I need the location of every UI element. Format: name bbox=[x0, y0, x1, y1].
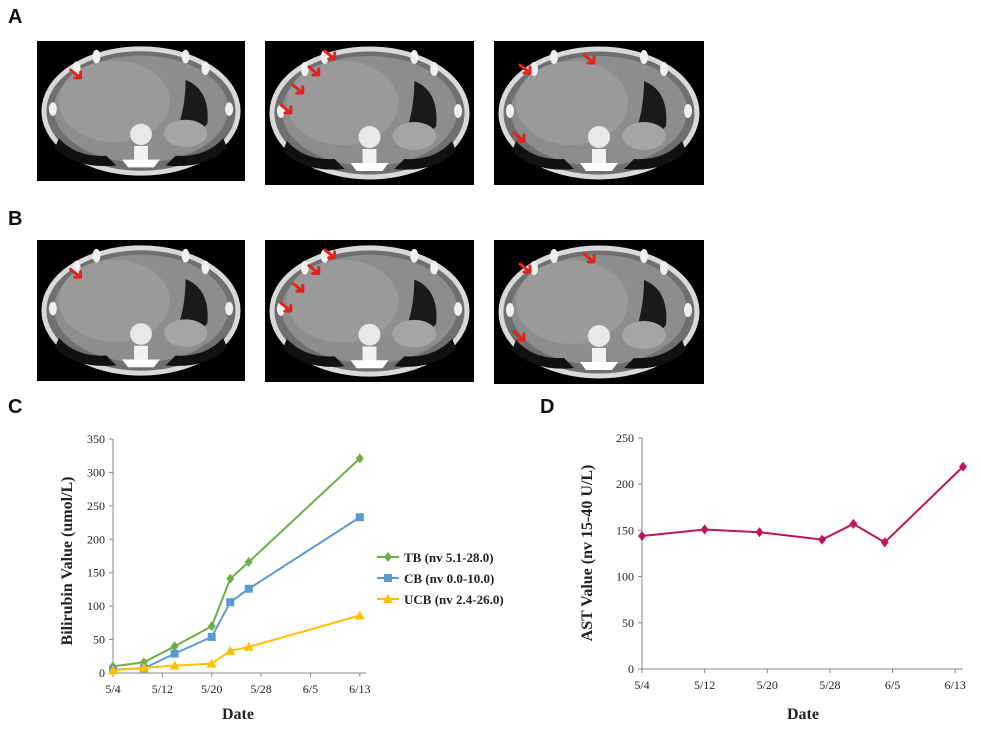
bilirubin-y-tick-label: 350 bbox=[87, 432, 105, 446]
red-arrow-icon bbox=[323, 248, 337, 260]
bilirubin-data-point bbox=[244, 584, 253, 593]
ct-scan-a2 bbox=[265, 41, 474, 185]
bilirubin-x-tick-label: 5/20 bbox=[201, 682, 222, 696]
bilirubin-data-point bbox=[244, 557, 253, 568]
ast-data-point bbox=[880, 537, 889, 548]
ast-data-point bbox=[700, 524, 709, 535]
bilirubin-series-line bbox=[112, 516, 361, 671]
red-arrow-icon bbox=[291, 83, 305, 95]
ct-scan-b1 bbox=[37, 240, 245, 381]
bilirubin-x-tick-label: 5/4 bbox=[105, 682, 120, 696]
red-arrow-icon bbox=[323, 49, 337, 61]
bilirubin-data-point bbox=[207, 632, 216, 641]
bilirubin-y-axis-label: Bilirubin Value (umol/L) bbox=[59, 477, 76, 646]
bilirubin-data-point bbox=[355, 513, 364, 522]
legend-label: TB (nv 5.1-28.0) bbox=[404, 550, 494, 565]
bilirubin-x-tick-label: 6/13 bbox=[349, 682, 370, 696]
bilirubin-data-point bbox=[170, 649, 179, 658]
ct-scan-b2 bbox=[265, 240, 474, 382]
bilirubin-data-point bbox=[243, 641, 254, 651]
bilirubin-y-tick-label: 100 bbox=[87, 599, 105, 613]
ast-y-tick-label: 0 bbox=[628, 662, 634, 676]
red-arrow-icon bbox=[279, 301, 293, 313]
panel-label-b: B bbox=[8, 208, 23, 230]
ast-chart: AST Value (nv 15-40 U/L) Date 0 50 100 150 2… bbox=[579, 431, 967, 723]
red-arrow-icon bbox=[582, 252, 596, 264]
red-arrow-icon bbox=[307, 65, 321, 77]
panel-label-d: D bbox=[540, 396, 555, 418]
legend-marker bbox=[384, 552, 392, 562]
bilirubin-data-point bbox=[355, 453, 364, 464]
bilirubin-data-point bbox=[226, 598, 235, 607]
ct-scan-a3 bbox=[494, 41, 704, 185]
ast-y-axis-label: AST Value (nv 15-40 U/L) bbox=[579, 465, 596, 642]
legend-label: UCB (nv 2.4-26.0) bbox=[404, 592, 504, 607]
bilirubin-data-point bbox=[207, 621, 216, 632]
ast-data-point bbox=[849, 518, 858, 529]
ast-x-tick-label: 5/4 bbox=[634, 678, 649, 692]
bilirubin-data-point bbox=[206, 658, 217, 668]
legend-marker bbox=[383, 594, 393, 603]
red-arrow-icon bbox=[307, 264, 321, 276]
bilirubin-y-tick-label: 150 bbox=[87, 566, 105, 580]
ast-data-point bbox=[959, 461, 967, 472]
bilirubin-data-point bbox=[170, 641, 179, 652]
legend-marker bbox=[384, 574, 392, 582]
red-arrow-icon bbox=[69, 267, 83, 279]
bilirubin-data-point bbox=[354, 610, 365, 620]
bilirubin-x-tick-label: 5/12 bbox=[152, 682, 173, 696]
ct-scan-b3 bbox=[494, 240, 704, 384]
red-arrow-icon bbox=[512, 330, 526, 342]
red-arrow-icon bbox=[279, 103, 293, 115]
ast-data-point bbox=[638, 530, 646, 541]
bilirubin-y-tick-label: 250 bbox=[87, 499, 105, 513]
ast-y-tick-label: 250 bbox=[616, 431, 634, 445]
ast-y-tick-label: 200 bbox=[616, 477, 634, 491]
panel-label-a: A bbox=[8, 6, 23, 28]
red-arrow-icon bbox=[291, 281, 305, 293]
ast-data-point bbox=[818, 534, 827, 545]
ast-x-tick-label: 5/12 bbox=[694, 678, 715, 692]
bilirubin-y-tick-label: 50 bbox=[93, 633, 105, 647]
red-arrow-icon bbox=[69, 68, 83, 80]
bilirubin-data-point bbox=[226, 573, 235, 584]
panel-label-c: C bbox=[8, 396, 23, 418]
bilirubin-x-axis-label: Date bbox=[222, 706, 254, 723]
bilirubin-x-tick-label: 5/28 bbox=[250, 682, 271, 696]
red-arrow-icon bbox=[582, 53, 596, 65]
red-arrow-icon bbox=[518, 262, 532, 274]
ast-x-tick-label: 5/20 bbox=[757, 678, 778, 692]
ast-y-tick-label: 150 bbox=[616, 523, 634, 537]
red-arrow-icon bbox=[512, 131, 526, 143]
bilirubin-y-tick-label: 300 bbox=[87, 465, 105, 479]
bilirubin-y-tick-label: 200 bbox=[87, 532, 105, 546]
bilirubin-x-tick-label: 6/5 bbox=[303, 682, 318, 696]
bilirubin-series-line bbox=[112, 457, 361, 668]
red-arrow-icon bbox=[518, 63, 532, 75]
bilirubin-data-point bbox=[169, 660, 180, 670]
bilirubin-y-tick-label: 0 bbox=[99, 666, 105, 680]
bilirubin-data-point bbox=[138, 662, 149, 672]
ast-x-tick-label: 6/5 bbox=[885, 678, 900, 692]
ast-x-tick-label: 5/28 bbox=[819, 678, 840, 692]
bilirubin-data-point bbox=[108, 665, 118, 675]
ct-scan-a1 bbox=[37, 41, 245, 181]
ast-y-tick-label: 50 bbox=[622, 616, 634, 630]
ast-data-point bbox=[755, 527, 764, 538]
ast-x-tick-label: 6/13 bbox=[944, 678, 965, 692]
bilirubin-chart: Bilirubin Value (umol/L) Date 0 50 100 150 2… bbox=[59, 432, 504, 723]
legend-label: CB (nv 0.0-10.0) bbox=[404, 571, 494, 586]
ast-y-tick-label: 100 bbox=[616, 570, 634, 584]
bilirubin-series-line bbox=[112, 614, 361, 672]
ast-series-line bbox=[641, 465, 964, 544]
bilirubin-data-point bbox=[225, 645, 236, 655]
ast-x-axis-label: Date bbox=[787, 706, 819, 723]
